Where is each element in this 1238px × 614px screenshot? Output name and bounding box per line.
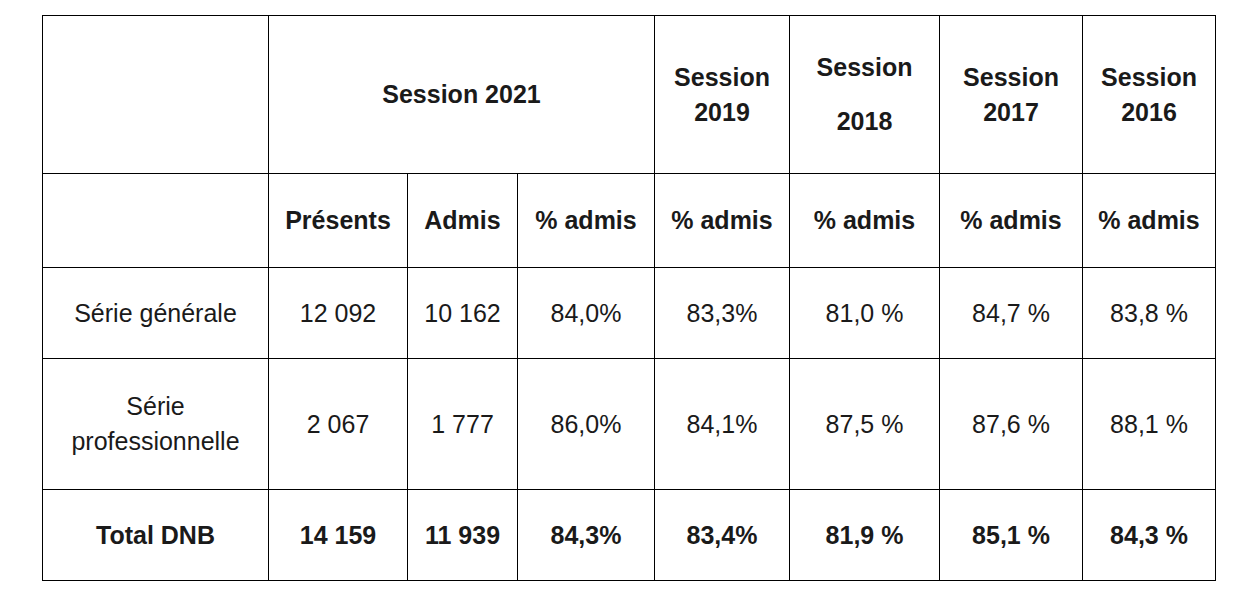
serie-generale-pct-2019: 83,3% (655, 268, 790, 359)
header-session-2019-word: Session (659, 60, 785, 95)
row-label-total-dnb: Total DNB (43, 490, 269, 581)
serie-professionnelle-admis: 1 777 (408, 359, 518, 490)
header-session-2021: Session 2021 (269, 16, 655, 174)
table-row-serie-professionnelle: Série professionnelle 2 067 1 777 86,0% … (43, 359, 1216, 490)
header-pct-admis-2017: % admis (940, 174, 1083, 268)
table-row-serie-generale: Série générale 12 092 10 162 84,0% 83,3%… (43, 268, 1216, 359)
header-session-2019-year: 2019 (659, 95, 785, 130)
total-dnb-presents: 14 159 (269, 490, 408, 581)
header-session-2019: Session 2019 (655, 16, 790, 174)
header-row-sessions: Session 2021 Session 2019 Session 2018 S… (43, 16, 1216, 174)
header-presents: Présents (269, 174, 408, 268)
serie-generale-pct-2018: 81,0 % (790, 268, 940, 359)
serie-professionnelle-pct-2018: 87,5 % (790, 359, 940, 490)
header-session-2017-word: Session (944, 60, 1078, 95)
row-label-serie-professionnelle: Série professionnelle (43, 359, 269, 490)
header-session-2016-word: Session (1087, 60, 1211, 95)
header-row-columns: Présents Admis % admis % admis % admis %… (43, 174, 1216, 268)
header-pct-admis-2019: % admis (655, 174, 790, 268)
total-dnb-pct-2016: 84,3 % (1083, 490, 1216, 581)
header-session-2016-year: 2016 (1087, 95, 1211, 130)
serie-generale-pct-2016: 83,8 % (1083, 268, 1216, 359)
header-session-2018-word: Session (794, 50, 935, 85)
header-session-2018-year: 2018 (794, 104, 935, 139)
total-dnb-pct-2018: 81,9 % (790, 490, 940, 581)
serie-professionnelle-pct-2019: 84,1% (655, 359, 790, 490)
total-dnb-pct-2021: 84,3% (518, 490, 655, 581)
header-pct-admis-2016: % admis (1083, 174, 1216, 268)
serie-professionnelle-pct-2016: 88,1 % (1083, 359, 1216, 490)
dnb-results-table: Session 2021 Session 2019 Session 2018 S… (42, 15, 1216, 581)
corner-cell-top (43, 16, 269, 174)
total-dnb-pct-2017: 85,1 % (940, 490, 1083, 581)
total-dnb-pct-2019: 83,4% (655, 490, 790, 581)
header-session-2021-label: Session 2021 (382, 80, 540, 108)
serie-generale-presents: 12 092 (269, 268, 408, 359)
serie-generale-pct-2021: 84,0% (518, 268, 655, 359)
row-label-serie-generale: Série générale (43, 268, 269, 359)
header-session-2017: Session 2017 (940, 16, 1083, 174)
serie-professionnelle-presents: 2 067 (269, 359, 408, 490)
serie-professionnelle-pct-2017: 87,6 % (940, 359, 1083, 490)
serie-professionnelle-pct-2021: 86,0% (518, 359, 655, 490)
serie-generale-admis: 10 162 (408, 268, 518, 359)
corner-cell-bottom (43, 174, 269, 268)
serie-generale-pct-2017: 84,7 % (940, 268, 1083, 359)
header-pct-admis-2021: % admis (518, 174, 655, 268)
header-session-2016: Session 2016 (1083, 16, 1216, 174)
total-dnb-admis: 11 939 (408, 490, 518, 581)
table-row-total-dnb: Total DNB 14 159 11 939 84,3% 83,4% 81,9… (43, 490, 1216, 581)
header-admis: Admis (408, 174, 518, 268)
header-session-2017-year: 2017 (944, 95, 1078, 130)
header-session-2018: Session 2018 (790, 16, 940, 174)
header-pct-admis-2018: % admis (790, 174, 940, 268)
